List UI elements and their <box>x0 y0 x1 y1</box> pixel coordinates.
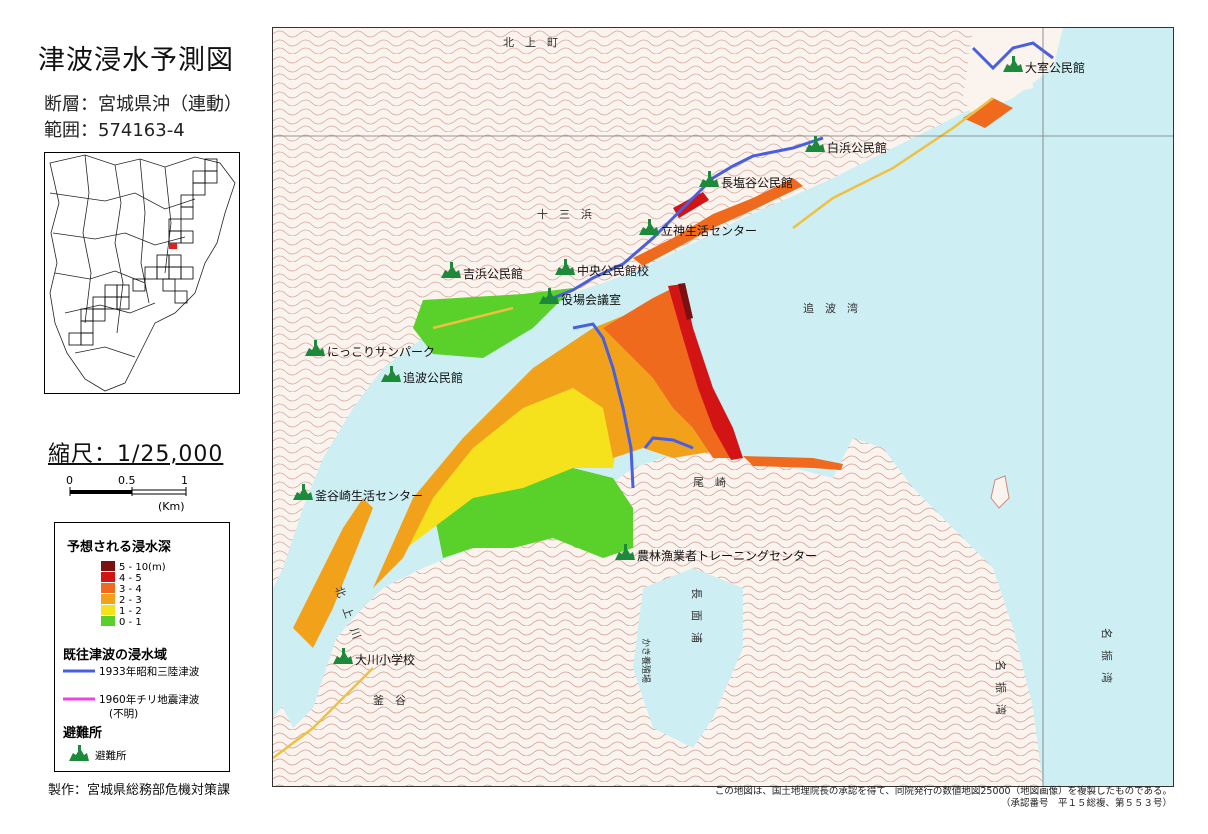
legend-shelter-label: 避難所 <box>95 749 127 762</box>
place-label: 名 振 湾 <box>994 660 1008 715</box>
fault-info: 断層：宮城県沖（連動） <box>44 94 242 115</box>
depth-swatch <box>101 616 115 626</box>
copyright-note: この地図は、国土地理院長の承認を得て、同院発行の数値地図25000（地図画像）を… <box>715 786 1172 810</box>
depth-swatch <box>101 561 115 571</box>
place-label: 北 上 町 <box>503 36 558 49</box>
legend-depth-title: 予想される浸水深 <box>67 539 171 555</box>
place-label: かき養殖場 <box>640 638 652 683</box>
depth-swatch <box>101 594 115 604</box>
land-south-contours <box>273 448 973 786</box>
place-label: 追 波 湾 <box>803 301 858 315</box>
shelter-icon[interactable] <box>333 648 353 664</box>
land-east-peninsula-contours <box>833 438 1043 786</box>
shelter-icon[interactable] <box>639 219 659 235</box>
map-title: 津波浸水予測図 <box>38 45 234 76</box>
scale-bar: 0 0.5 1 (Km) <box>62 472 202 516</box>
shelter-icon[interactable] <box>305 340 325 356</box>
credit: 製作：宮城県総務部危機対策課 <box>48 783 231 798</box>
shelter-label: 長塩谷公民館 <box>721 175 793 190</box>
inundation-east-shore <box>743 456 843 470</box>
inundation-coast-red <box>673 192 709 218</box>
depth-swatches: 5 - 10(m)4 - 53 - 42 - 31 - 20 - 1 <box>101 561 166 628</box>
roads <box>273 97 994 759</box>
scale-tick-05: 0.5 <box>118 474 136 487</box>
legend-1960-label: 1960年チリ地震津波 <box>99 693 200 706</box>
inundation-green <box>413 288 573 358</box>
copyright-line-1: この地図は、国土地理院長の承認を得て、同院発行の数値地図25000（地図画像）を… <box>714 786 1172 797</box>
legend-past-title: 既往津波の浸水域 <box>63 647 167 663</box>
shelter-icon[interactable] <box>555 259 575 275</box>
shelter-icon[interactable] <box>293 484 313 500</box>
shelter-icon[interactable] <box>1003 56 1023 72</box>
place-label: 釜 谷 <box>373 693 406 707</box>
shelter-icon[interactable] <box>539 288 559 304</box>
shelter-label: 吉浜公民館 <box>463 266 523 281</box>
depth-swatch <box>101 583 115 593</box>
shelter-icon[interactable] <box>381 366 401 382</box>
nagatsura-lagoon <box>633 568 743 748</box>
depth-label: 4 - 5 <box>119 573 142 584</box>
depth-label: 2 - 3 <box>119 595 142 606</box>
inundation-map[interactable]: 北 上 町 十 三 浜 追 波 湾 尾 崎 北 上 川 長 面 浦 名 振 湾 … <box>272 27 1174 787</box>
index-map-graphic <box>49 154 236 392</box>
legend-1960-sublabel: (不明) <box>109 708 138 720</box>
shelter-label: 中央公民館校 <box>577 263 649 278</box>
shelter-label: 追波公民館 <box>403 370 463 385</box>
depth-label: 1 - 2 <box>119 606 142 617</box>
place-label: 尾 崎 <box>693 475 726 489</box>
shelter-icon[interactable] <box>699 171 719 187</box>
shelter-icon[interactable] <box>441 262 461 278</box>
kitakami-river <box>283 296 603 728</box>
depth-label: 5 - 10(m) <box>119 562 166 573</box>
index-map <box>44 152 240 394</box>
scale-tick-0: 0 <box>66 474 73 487</box>
island <box>990 475 1010 509</box>
index-map-current-sheet <box>169 243 177 249</box>
inundation-west-bank <box>293 498 373 648</box>
place-label: 名 振 湾 <box>1100 628 1114 683</box>
inundation-orange <box>373 308 733 588</box>
shelter-icon[interactable] <box>615 544 635 560</box>
copyright-line-2: （承認番号 平１５総複、第５５３号） <box>1000 798 1172 809</box>
depth-label: 3 - 4 <box>119 584 142 595</box>
legend-1933-label: 1933年昭和三陸津波 <box>99 665 200 678</box>
depth-label: 0 - 1 <box>119 617 142 628</box>
inundation-coast-ne <box>963 98 1013 128</box>
scale-unit: (Km) <box>158 500 185 513</box>
depth-swatch <box>101 572 115 582</box>
place-label: 長 面 浦 <box>690 588 703 643</box>
shelter-label: 釜谷崎生活センター <box>315 488 423 503</box>
shelter-label: 農林漁業者トレーニングセンター <box>637 549 817 563</box>
shelter-label: 立神生活センター <box>661 223 757 238</box>
inundation-green-south <box>433 468 633 558</box>
shelter-label: 白浜公民館 <box>827 140 887 155</box>
legend-shelter-title: 避難所 <box>63 725 102 741</box>
inundation-yellow <box>393 358 623 558</box>
shelter-label: 大室公民館 <box>1025 60 1085 75</box>
shelter-icon[interactable] <box>805 136 825 152</box>
inundation-dark-orange <box>603 288 743 458</box>
inundation-coast-north <box>633 178 803 266</box>
inundation-red <box>668 284 743 460</box>
line-1933-tsunami <box>552 41 1054 489</box>
shelter-icon <box>69 745 89 761</box>
shelter-label: 大川小学校 <box>355 652 415 667</box>
inundation-dark-red <box>678 283 693 320</box>
shelter-label: にっこりサンパーク <box>327 345 435 359</box>
place-label: 十 三 浜 <box>537 207 592 221</box>
scale-tick-1: 1 <box>181 474 188 487</box>
range-info: 範囲：574163-4 <box>44 120 185 141</box>
scale-title: 縮尺：1/25,000 <box>48 442 224 467</box>
land-north-contours <box>273 28 1033 588</box>
shelter-label: 役場会議室 <box>561 292 621 307</box>
depth-swatch <box>101 605 115 615</box>
